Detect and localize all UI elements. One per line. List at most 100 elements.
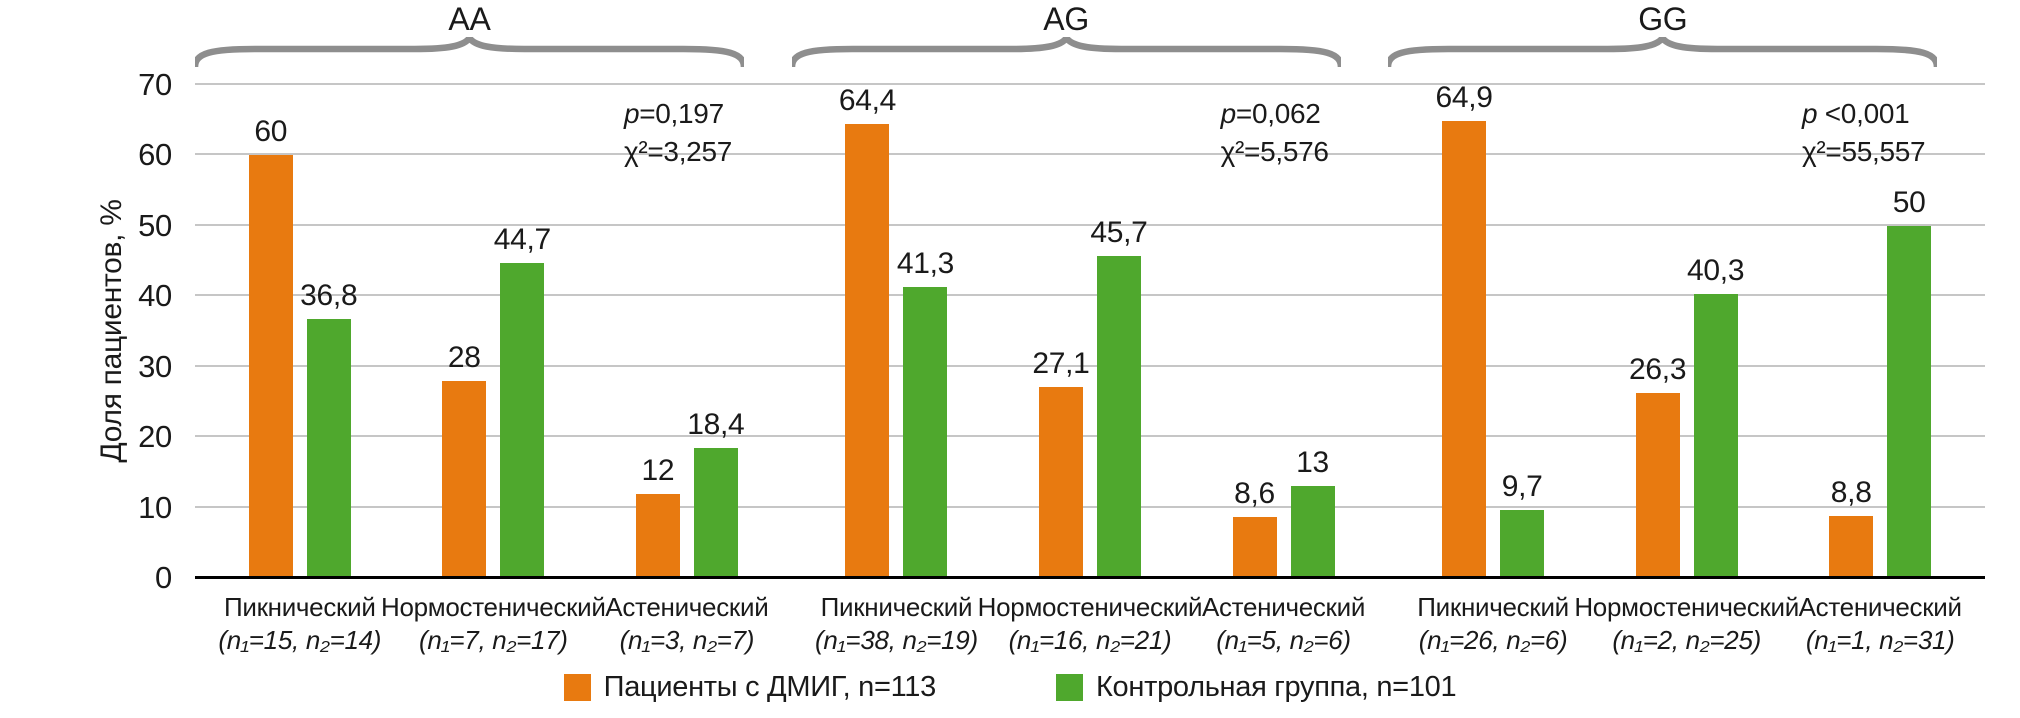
bar-value-label: 27,1 — [1032, 347, 1090, 381]
category-n-label: (n₁=26, n₂=6) — [1418, 625, 1568, 655]
legend-item-patients: Пациенты с ДМИГ, n=113 — [563, 671, 937, 704]
bar-cluster: 8,8 50 Астенический (n₁=1, n₂=31) — [1799, 85, 1962, 655]
bar-patients: 64,9 — [1435, 82, 1493, 578]
bar-cluster: 27,1 45,7 Нормостенический (n₁=16, n₂=21) — [978, 85, 1203, 655]
brace-AA — [195, 37, 744, 67]
category-n-label: (n₁=38, n₂=19) — [815, 625, 978, 655]
p-symbol: p — [623, 98, 640, 129]
category-label: Пикнический (n₁=26, n₂=6) — [1417, 590, 1569, 656]
bar-cluster: 64,9 9,7 Пикнический (n₁=26, n₂=6) — [1417, 82, 1569, 655]
category-n-label: (n₁=15, n₂=14) — [218, 625, 382, 655]
legend-label-patients: Пациенты с ДМИГ, n=113 — [603, 671, 937, 703]
category-n-label: (n₁=3, n₂=7) — [619, 625, 755, 655]
p-value: p=0,197 — [624, 95, 732, 133]
bar-cluster: 60 36,8 Пикнический (n₁=15, n₂=14) — [218, 85, 381, 655]
category-n-label: (n₁=1, n₂=31) — [1805, 625, 1955, 655]
stat-annotation-GG: p <0,001 χ²=55,557 — [1802, 95, 1926, 171]
curly-brace-icon — [195, 37, 744, 67]
p-value: p=0,062 — [1221, 95, 1329, 133]
category-label: Нормостенический (n₁=2, n₂=25) — [1574, 590, 1799, 656]
category-name: Астенический — [605, 592, 769, 622]
bar-value-label: 60 — [254, 115, 288, 149]
brace-GG — [1388, 37, 1937, 67]
bar-cluster: 12 18,4 Астенический (n₁=3, n₂=7) — [605, 85, 768, 655]
bar-control: 40,3 — [1687, 256, 1745, 578]
bar-value-label: 41,3 — [896, 247, 955, 281]
y-tick-label-60: 60 — [138, 137, 172, 173]
category-name: Нормостенический — [381, 592, 606, 622]
genotype-label-GG: GG — [1638, 1, 1688, 37]
category-label: Астенический (n₁=5, n₂=6) — [1202, 590, 1365, 656]
bar-patients: 28 — [442, 342, 487, 578]
bar-patients: 8,6 — [1232, 479, 1277, 578]
bar-patients: 26,3 — [1629, 354, 1687, 578]
legend-swatch-patients-icon — [563, 674, 591, 701]
bar-value-label: 40,3 — [1687, 254, 1745, 288]
gridline-60 — [195, 153, 1985, 156]
stat-annotation-AG: p=0,062 χ²=5,576 — [1221, 95, 1329, 171]
gridline-30 — [195, 364, 1985, 367]
chi-square-value: χ²=5,576 — [1220, 136, 1329, 167]
bar-cluster: 8,6 13 Астенический (n₁=5, n₂=6) — [1202, 85, 1365, 655]
stat-annotation-AA: p=0,197 χ²=3,257 — [624, 95, 732, 171]
category-label: Астенический (n₁=3, n₂=7) — [605, 590, 768, 656]
bar-value-label: 36,8 — [300, 278, 358, 312]
cluster-row-GG: 64,9 9,7 Пикнический (n₁=26, n₂=6) 26,3 40,3 Н… — [1388, 82, 1985, 655]
bar-control: 9,7 — [1500, 471, 1545, 578]
y-tick-label-70: 70 — [138, 67, 172, 102]
chi-square-value: χ²=55,557 — [1802, 136, 1926, 167]
gridline-40 — [195, 294, 1985, 297]
category-name: Астенический — [1798, 592, 1962, 622]
genotype-label-AA: AA — [448, 1, 491, 37]
legend-item-control: Контрольная группа, n=101 — [1055, 671, 1457, 704]
bar-cluster: 26,3 40,3 Нормостенический (n₁=2, n₂=25) — [1574, 85, 1799, 655]
p-number: <0,001 — [1817, 98, 1910, 129]
p-symbol: p — [1802, 98, 1818, 129]
bar-value-label: 45,7 — [1090, 216, 1148, 250]
bar-patients: 8,8 — [1829, 478, 1874, 578]
category-n-label: (n₁=5, n₂=6) — [1216, 625, 1351, 655]
p-number: =0,197 — [639, 98, 724, 129]
bar-control: 50 — [1887, 187, 1932, 578]
curly-brace-icon — [792, 37, 1341, 67]
chi-square-value: χ²=3,257 — [623, 136, 732, 167]
category-name: Астенический — [1201, 592, 1366, 622]
y-tick-label-40: 40 — [138, 278, 172, 314]
y-tick-label-50: 50 — [138, 207, 172, 243]
category-label: Нормостенический (n₁=7, n₂=17) — [381, 590, 606, 656]
bar-control: 45,7 — [1090, 218, 1148, 578]
category-label: Пикнический (n₁=38, n₂=19) — [815, 590, 978, 656]
bar-control: 18,4 — [687, 410, 745, 578]
gridline-10 — [195, 505, 1985, 508]
legend-label-control: Контрольная группа, n=101 — [1095, 671, 1457, 703]
category-label: Астенический (n₁=1, n₂=31) — [1799, 590, 1962, 656]
bar-value-label: 50 — [1892, 185, 1926, 219]
bar-value-label: 28 — [447, 340, 481, 374]
bar-patients: 27,1 — [1032, 349, 1090, 578]
bar-patients: 60 — [248, 117, 293, 578]
bar-value-label: 18,4 — [687, 408, 745, 442]
y-tick-label-0: 0 — [155, 560, 172, 595]
brace-AG — [792, 37, 1341, 67]
bar-value-label: 13 — [1296, 446, 1329, 480]
y-tick-label-30: 30 — [138, 348, 172, 384]
category-name: Нормостенический — [1574, 592, 1799, 622]
bar-control: 44,7 — [494, 225, 551, 578]
cluster-row-AA: 60 36,8 Пикнический (n₁=15, n₂=14) 28 44,7 Нор… — [195, 85, 792, 655]
bar-control: 41,3 — [897, 249, 954, 578]
y-tick-label-10: 10 — [138, 489, 172, 525]
category-n-label: (n₁=7, n₂=17) — [418, 625, 568, 655]
category-name: Пикнический — [820, 592, 973, 622]
category-n-label: (n₁=16, n₂=21) — [1008, 625, 1172, 655]
category-n-label: (n₁=2, n₂=25) — [1612, 625, 1761, 655]
category-name: Пикнический — [223, 592, 376, 622]
bar-value-label: 8,8 — [1830, 476, 1872, 510]
bar-control: 13 — [1290, 448, 1335, 578]
bar-value-label: 64,4 — [838, 84, 897, 118]
category-label: Нормостенический (n₁=16, n₂=21) — [978, 590, 1203, 656]
bar-value-label: 12 — [641, 453, 675, 487]
genotype-group-GG: GG p <0,001 χ²=55,557 64,9 9,7 Пикнический (n₁… — [1388, 3, 1985, 655]
y-tick-label-20: 20 — [138, 419, 172, 455]
bar-value-label: 44,7 — [493, 223, 552, 257]
